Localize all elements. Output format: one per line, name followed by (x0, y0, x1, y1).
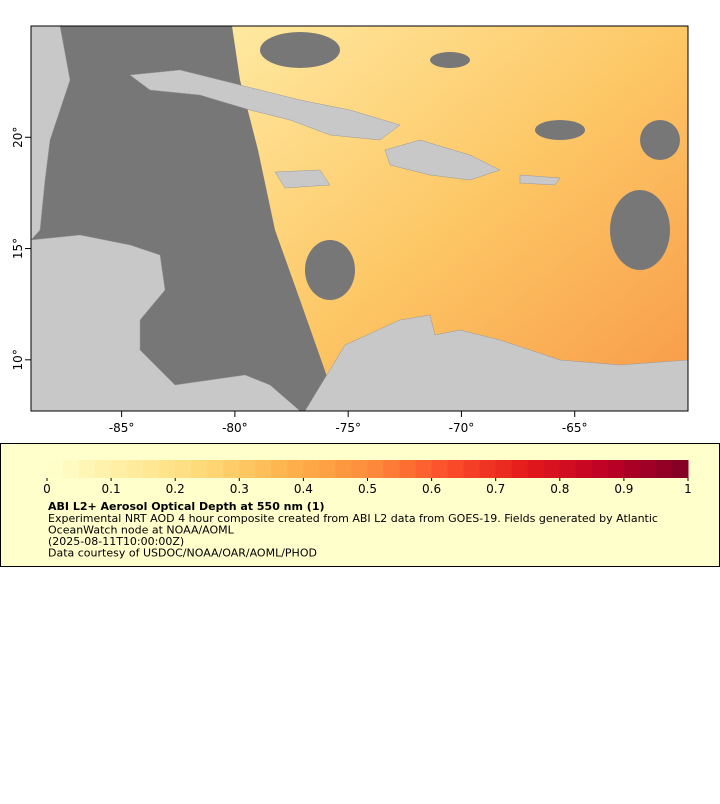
colorbar-step (575, 460, 593, 478)
colorbar-step (271, 460, 288, 478)
colorbar-tick-label: 0.7 (486, 482, 505, 496)
colorbar-step (255, 460, 272, 478)
colorbar-step (511, 460, 529, 478)
colorbar-step (47, 460, 64, 478)
colorbar-tick-label: 0.5 (358, 482, 377, 496)
colorbar-step (287, 460, 304, 478)
colorbar-tick-label: 1 (684, 482, 692, 496)
colorbar-step (63, 460, 80, 478)
colorbar-tick-label: 0.6 (422, 482, 441, 496)
land (31, 26, 688, 411)
colorbar-step (319, 460, 336, 478)
cloud-gaps (260, 32, 680, 300)
map (31, 26, 688, 411)
colorbar-tick-label: 0.1 (102, 482, 121, 496)
colorbar-step (127, 460, 144, 478)
x-tick-label: -65° (562, 421, 588, 435)
colorbar-step (335, 460, 352, 478)
colorbar-step (111, 460, 128, 478)
colorbar-step (175, 460, 192, 478)
colorbar-step (223, 460, 240, 478)
colorbar-step (447, 460, 465, 478)
x-tick-label: -85° (109, 421, 135, 435)
colorbar-step (655, 460, 673, 478)
colorbar-step (415, 460, 433, 478)
y-tick-label: 20° (11, 127, 25, 148)
colorbar-step (383, 460, 401, 478)
colorbar-step (623, 460, 641, 478)
colorbar-tick-label: 0.2 (166, 482, 185, 496)
x-tick-label: -75° (335, 421, 361, 435)
colorbar-step (207, 460, 224, 478)
colorbar-tick-label: 0.4 (294, 482, 313, 496)
legend-line: Experimental NRT AOD 4 hour composite cr… (48, 512, 658, 525)
colorbar-step (351, 460, 368, 478)
legend-line: OceanWatch node at NOAA/AOML (48, 524, 235, 537)
colorbar-step (399, 460, 417, 478)
colorbar-step (527, 460, 545, 478)
y-tick-label: 10° (11, 349, 25, 370)
legend-line: (2025-08-11T10:00:00Z) (48, 535, 184, 548)
colorbar-step (463, 460, 481, 478)
colorbar-step (431, 460, 449, 478)
colorbar-step (159, 460, 176, 478)
x-tick-label: -80° (222, 421, 248, 435)
legend-title: ABI L2+ Aerosol Optical Depth at 550 nm … (48, 500, 325, 513)
map-frame (30, 25, 689, 412)
colorbar-step (639, 460, 657, 478)
colorbar-step (367, 460, 385, 478)
colorbar-step (191, 460, 208, 478)
colorbar-step (95, 460, 112, 478)
colorbar-step (495, 460, 513, 478)
legend-line: Data courtesy of USDOC/NOAA/OAR/AOML/PHO… (48, 547, 317, 560)
colorbar-tick-label: 0.9 (614, 482, 633, 496)
colorbar-step (591, 460, 609, 478)
colorbar-step (239, 460, 256, 478)
colorbar-step (303, 460, 320, 478)
colorbar-step (671, 460, 689, 478)
colorbar-step (607, 460, 625, 478)
colorbar-step (143, 460, 160, 478)
y-tick-label: 15° (11, 238, 25, 259)
colorbar-tick-label: 0.3 (230, 482, 249, 496)
colorbar-step (543, 460, 561, 478)
colorbar-step (559, 460, 577, 478)
colorbar-tick-label: 0.8 (550, 482, 569, 496)
colorbar-step (479, 460, 497, 478)
x-tick-label: -70° (449, 421, 475, 435)
colorbar-tick-label: 0 (43, 482, 51, 496)
colorbar-step (79, 460, 96, 478)
